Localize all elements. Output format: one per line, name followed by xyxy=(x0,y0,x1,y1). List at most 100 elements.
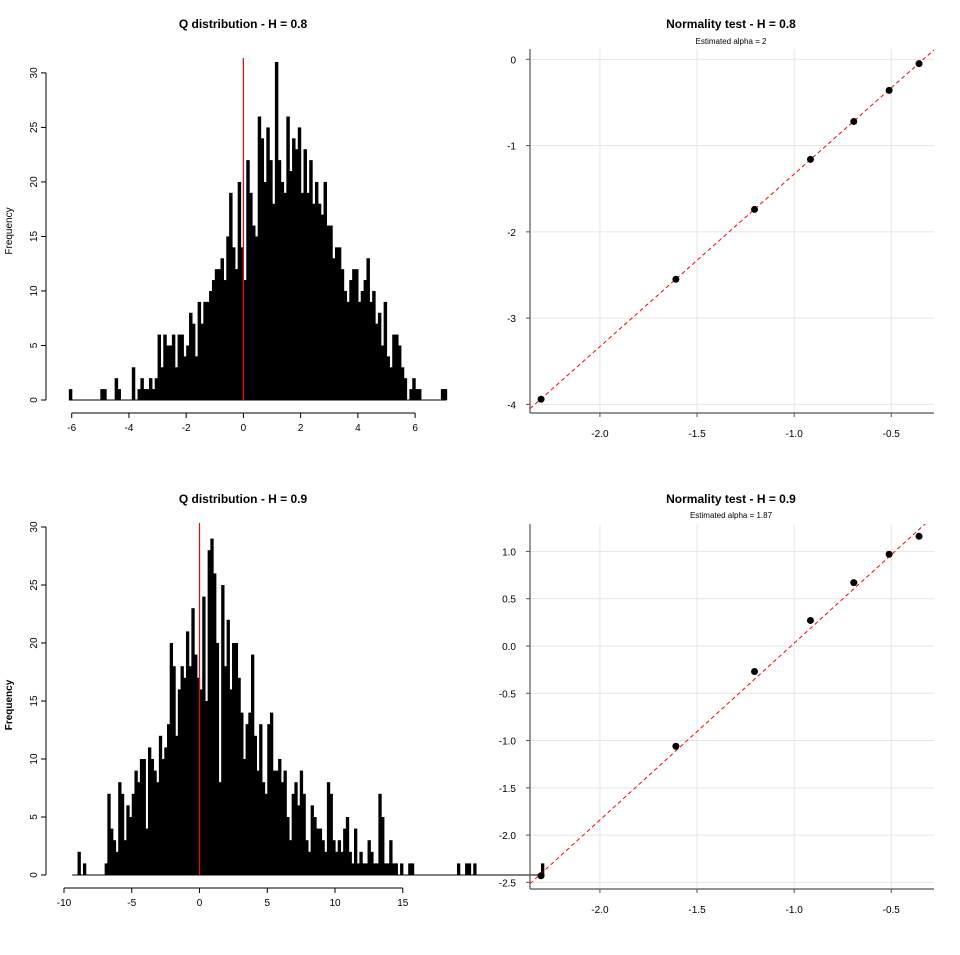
data-point xyxy=(885,86,893,94)
histogram-bar xyxy=(302,793,306,875)
data-point xyxy=(672,275,680,283)
histogram-bar xyxy=(367,840,371,875)
histogram-bar xyxy=(221,585,225,875)
histogram-bar xyxy=(191,323,196,400)
histogram-bar xyxy=(129,817,133,875)
histogram-bar xyxy=(160,367,164,400)
x-tick-label: 5 xyxy=(264,898,270,909)
histogram-bar xyxy=(359,851,363,875)
histogram-bar xyxy=(140,378,144,400)
data-point xyxy=(885,550,893,558)
histogram-bar xyxy=(261,782,266,875)
histogram-bar xyxy=(82,863,87,875)
histogram-bar xyxy=(375,863,379,875)
histogram-bar xyxy=(397,345,402,400)
histogram-bar xyxy=(263,181,267,400)
histogram-bar xyxy=(297,127,302,401)
histogram-bar xyxy=(131,367,136,400)
chart-subtitle: Estimated alpha = 1.87 xyxy=(690,511,773,520)
histogram-bar xyxy=(194,356,199,400)
histogram-bar xyxy=(213,573,217,875)
histogram-bar xyxy=(145,828,149,875)
histogram-bar xyxy=(415,389,419,400)
histogram-bar xyxy=(337,247,342,400)
x-tick-label: 0 xyxy=(241,423,247,434)
y-tick-label: 20 xyxy=(29,637,40,649)
histogram-bar xyxy=(440,389,445,400)
fit-line xyxy=(530,524,926,884)
y-tick-label: 25 xyxy=(29,579,40,591)
y-tick-label: -1.5 xyxy=(499,784,517,795)
histogram-bar xyxy=(104,863,108,875)
histogram-bar xyxy=(183,677,187,875)
histogram-bar xyxy=(294,782,298,875)
histogram-bar xyxy=(196,677,201,875)
y-tick-label: -0.5 xyxy=(499,689,517,700)
histogram-bar xyxy=(329,225,333,400)
histogram-bar xyxy=(131,793,136,875)
histogram-bar xyxy=(256,770,260,875)
histogram-bar xyxy=(177,689,182,875)
data-point xyxy=(751,668,759,676)
histogram-bar xyxy=(381,817,385,875)
histogram-bar xyxy=(386,863,390,875)
y-axis-label: Frequency xyxy=(4,207,15,254)
histogram-bar xyxy=(272,770,276,875)
histogram-bar xyxy=(307,851,312,875)
histogram-bar xyxy=(226,619,230,875)
histogram-bar xyxy=(242,759,247,875)
histogram-bar xyxy=(245,724,249,875)
histogram-bar xyxy=(166,345,170,400)
histogram-bar xyxy=(209,290,213,400)
histogram-bars xyxy=(68,62,448,401)
histogram-bar xyxy=(166,724,171,875)
histogram-bar xyxy=(391,863,396,875)
histogram-bar xyxy=(137,389,141,400)
fit-line xyxy=(530,49,934,410)
histogram-bar xyxy=(473,863,477,875)
histogram-bar xyxy=(151,389,156,400)
histogram-bar xyxy=(380,345,385,400)
y-tick-label: -1.0 xyxy=(499,737,517,748)
histogram-bar xyxy=(175,735,179,875)
histogram-bar xyxy=(150,759,155,875)
histogram-bar xyxy=(394,863,398,875)
histogram-bar xyxy=(240,712,244,875)
chart-title: Q distribution - H = 0.9 xyxy=(179,492,308,506)
histogram-bar xyxy=(318,828,323,875)
histogram-bar xyxy=(269,160,273,400)
data-point xyxy=(537,395,545,403)
histogram-bar xyxy=(332,258,336,400)
histogram-bar xyxy=(232,643,236,875)
histogram-bar xyxy=(417,389,422,400)
panel-2: Normality test - H = 0.8 Estimated alpha … xyxy=(507,17,934,440)
histogram-bar xyxy=(280,181,285,400)
histogram-bar xyxy=(218,782,222,875)
histogram-bar xyxy=(207,550,211,875)
histogram-bar xyxy=(117,389,121,400)
histogram-bar xyxy=(409,389,413,400)
x-tick-label: 6 xyxy=(412,423,418,434)
histogram-bar xyxy=(240,247,245,400)
histogram-bar xyxy=(357,301,362,400)
histogram-bar xyxy=(278,759,282,875)
histogram-bar xyxy=(203,301,207,400)
histogram-bar xyxy=(383,863,388,875)
histogram-bar xyxy=(540,863,545,875)
y-tick-label: 0.5 xyxy=(502,595,516,606)
histogram-bar xyxy=(234,643,239,875)
chart-subtitle: Estimated alpha = 2 xyxy=(696,37,767,46)
panel-3: Q distribution - H = 0.9 Frequency -10 -5 0 5… xyxy=(4,492,545,909)
histogram-bar xyxy=(234,269,239,400)
histogram-bar xyxy=(323,181,327,400)
histogram-bar xyxy=(206,301,210,400)
x-tick-label: -1.0 xyxy=(786,429,804,440)
histogram-bar xyxy=(211,280,216,400)
histogram-bar xyxy=(110,828,114,875)
y-tick-label: -2 xyxy=(507,228,516,239)
histogram-bar xyxy=(408,863,412,875)
y-tick-label: -2.5 xyxy=(499,878,517,889)
histogram-bar xyxy=(180,334,184,400)
histogram-bar xyxy=(217,269,222,400)
